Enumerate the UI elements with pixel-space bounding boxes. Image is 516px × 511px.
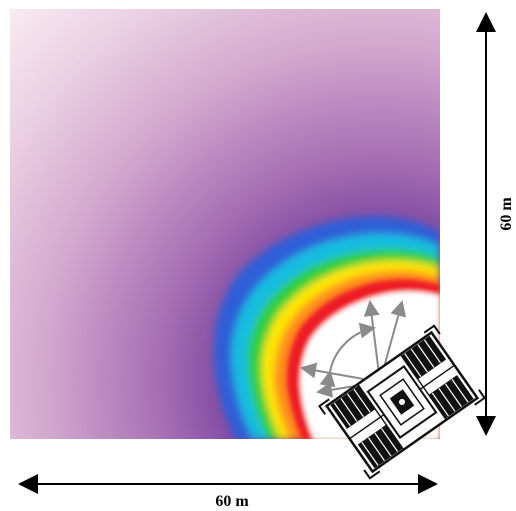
y-dimension-label: 60 m bbox=[498, 197, 515, 231]
x-dimension-label: 60 m bbox=[215, 493, 249, 510]
rover-vehicle-icon bbox=[318, 324, 486, 480]
